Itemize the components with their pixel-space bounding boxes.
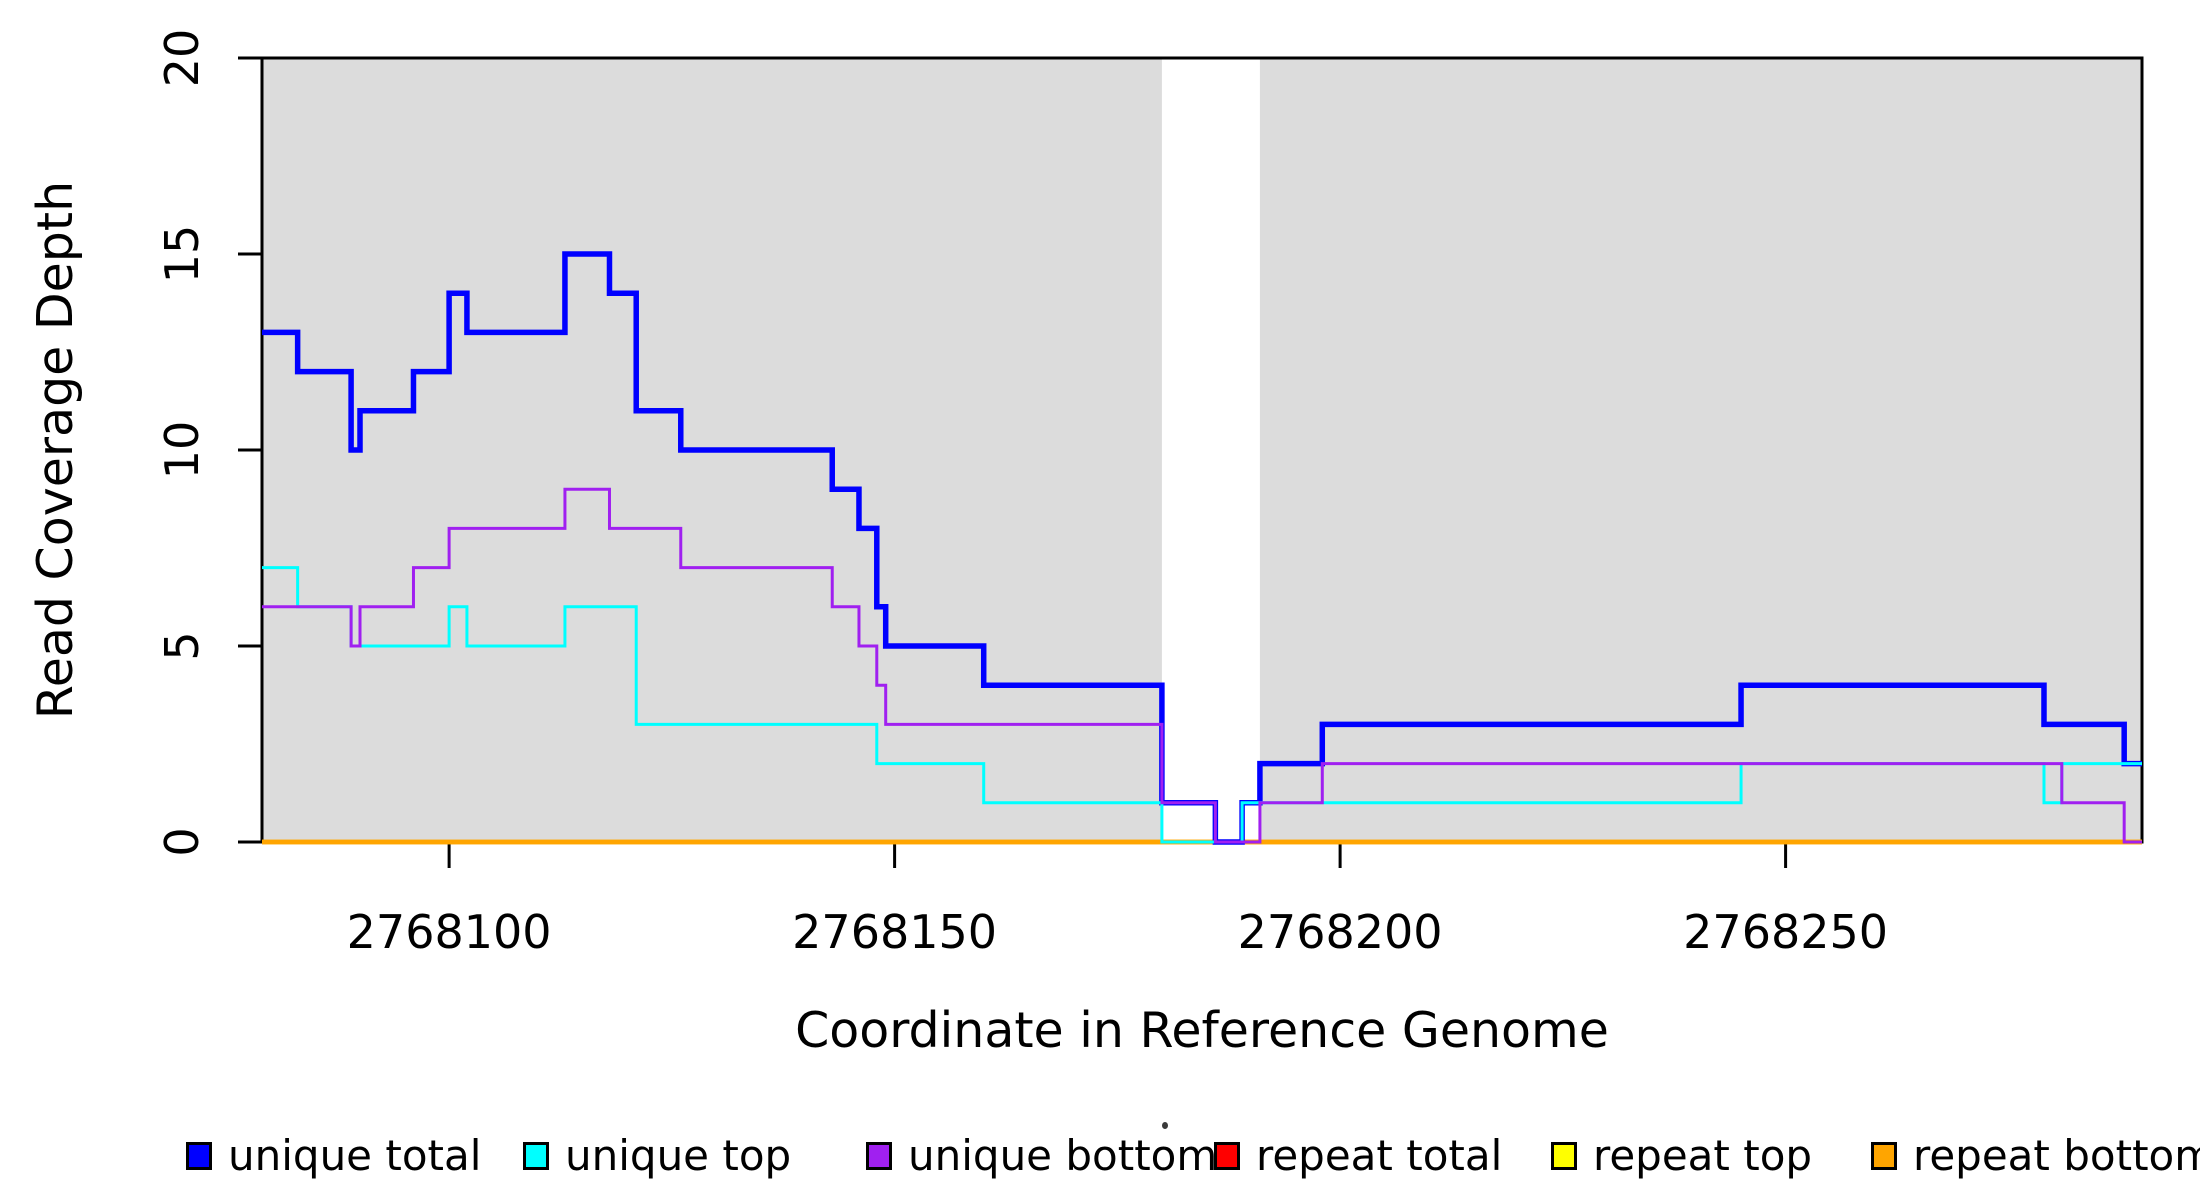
svg-text:20: 20	[155, 29, 209, 88]
svg-text:15: 15	[155, 225, 209, 284]
axis-ticks-and-labels: 0 5 10 15 20 2768100 2768150 2768200 2768250	[155, 29, 1888, 959]
svg-text:2768100: 2768100	[347, 905, 552, 959]
svg-text:5: 5	[155, 631, 209, 660]
y-axis-title: Read Coverage Depth	[27, 181, 84, 719]
shaded-regions	[262, 58, 2142, 842]
svg-text:2768250: 2768250	[1683, 905, 1888, 959]
x-axis-title: Coordinate in Reference Genome	[795, 1002, 1609, 1059]
svg-text:2768200: 2768200	[1238, 905, 1443, 959]
svg-text:0: 0	[155, 827, 209, 856]
svg-text:10: 10	[155, 421, 209, 480]
svg-text:2768150: 2768150	[792, 905, 997, 959]
series-step-lines	[262, 251, 2142, 845]
